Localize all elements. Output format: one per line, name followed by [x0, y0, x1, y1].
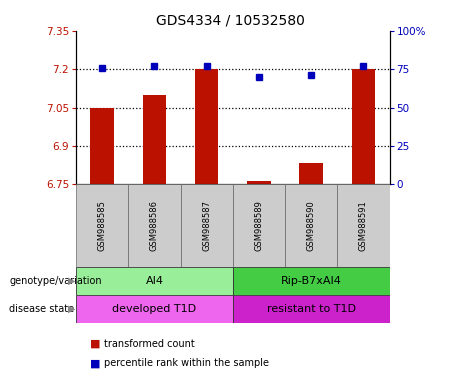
Bar	[143, 95, 166, 184]
Bar	[76, 184, 128, 267]
Bar	[76, 267, 233, 295]
Text: developed T1D: developed T1D	[112, 304, 196, 314]
Text: GSM988586: GSM988586	[150, 200, 159, 251]
Text: transformed count: transformed count	[104, 339, 195, 349]
Text: GSM988589: GSM988589	[254, 200, 263, 251]
Bar	[285, 184, 337, 267]
Bar	[247, 181, 271, 184]
Text: Rip-B7xAI4: Rip-B7xAI4	[281, 276, 342, 286]
Text: GSM988591: GSM988591	[359, 200, 368, 251]
Bar	[195, 69, 219, 184]
Bar	[233, 295, 390, 323]
Text: GSM988590: GSM988590	[307, 200, 316, 251]
Text: GSM988587: GSM988587	[202, 200, 211, 251]
Text: percentile rank within the sample: percentile rank within the sample	[104, 358, 269, 368]
Bar	[233, 184, 285, 267]
Text: genotype/variation: genotype/variation	[9, 276, 102, 286]
Text: ■: ■	[90, 358, 100, 368]
Bar	[76, 295, 233, 323]
Text: disease state: disease state	[9, 304, 74, 314]
Text: ■: ■	[90, 339, 100, 349]
Bar	[233, 267, 390, 295]
Text: GSM988585: GSM988585	[98, 200, 106, 251]
Text: resistant to T1D: resistant to T1D	[266, 304, 356, 314]
Text: ▶: ▶	[68, 276, 75, 286]
Bar	[300, 162, 323, 184]
Text: AI4: AI4	[145, 276, 164, 286]
Bar	[90, 108, 114, 184]
Bar	[337, 184, 390, 267]
Bar	[181, 184, 233, 267]
Bar	[352, 69, 375, 184]
Text: ▶: ▶	[68, 304, 75, 314]
Bar	[128, 184, 181, 267]
Text: GDS4334 / 10532580: GDS4334 / 10532580	[156, 13, 305, 27]
